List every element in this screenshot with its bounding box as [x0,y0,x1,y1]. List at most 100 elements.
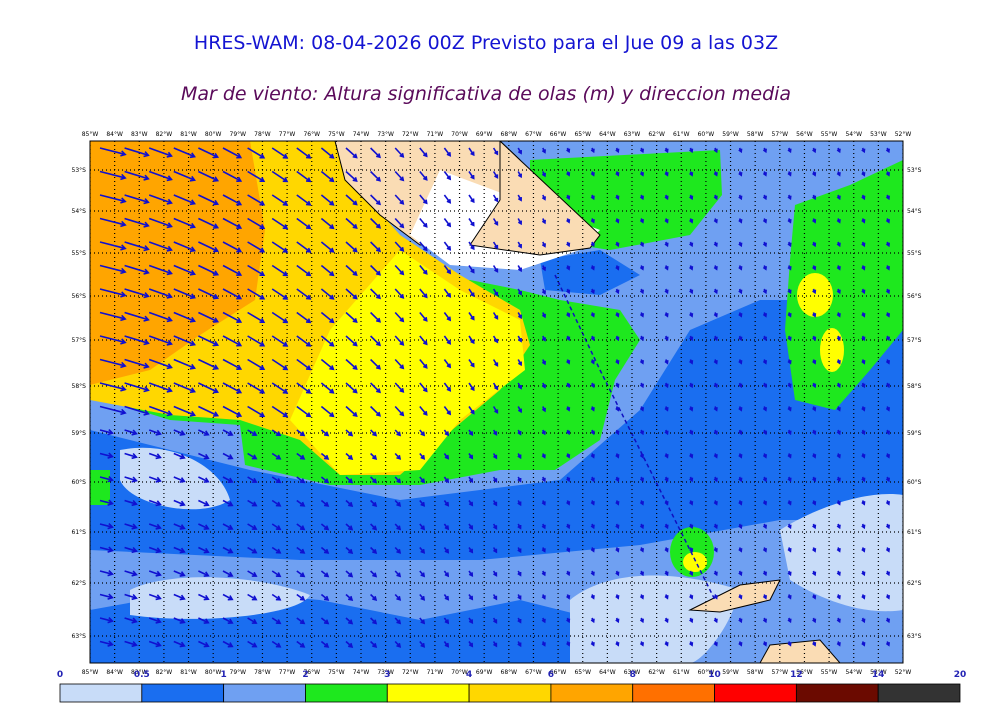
arrow-head [259,153,266,159]
arrow-head [236,411,243,418]
arrow-head [446,199,452,204]
wave-arrow [148,405,172,416]
arrow-head [107,617,114,624]
arrow-head [305,412,312,418]
arrow-head [590,454,595,459]
colorbar-label: 2 [302,670,308,680]
arrow-head [787,242,792,248]
arrow-head [836,289,841,295]
arrow-head [348,548,354,554]
wave-arrow [124,499,137,505]
arrow-head [375,176,381,182]
arrow-head [494,221,499,226]
arrow-head [420,619,426,625]
wave-arrow [222,358,242,370]
arrow-head [812,642,817,647]
arrow-head [399,152,405,158]
arrow-head [664,242,669,248]
arrow-head [494,174,499,179]
arrow-head [259,317,266,324]
wave-arrow [247,593,257,601]
wave-arrow [394,241,404,252]
arrow-head [590,313,595,318]
arrow-head [517,385,523,390]
arrow-head [420,642,426,648]
arrow-head [179,641,186,648]
arrow-head [713,383,718,389]
wave-arrow [296,405,311,417]
arrow-head [372,548,378,554]
arrow-head [762,219,767,224]
arrow-head [375,247,381,253]
arrow-head [420,454,426,460]
wave-arrow [247,217,265,229]
arrow-head [517,408,523,414]
arrow-head [639,548,644,553]
wave-arrow [124,264,149,274]
arrow-head [236,317,243,324]
arrow-head [517,524,522,530]
wave-arrow [345,382,358,394]
colorbar-label: 14 [872,670,885,680]
wave-arrow [345,405,358,417]
lat-label: 59°S [72,430,87,437]
lon-label: 79°W [230,131,247,138]
arrow-head [639,642,644,647]
arrow-head [664,548,669,553]
lat-label: 53°S [907,167,922,174]
arrow-head [396,501,402,507]
wave-arrow [222,217,242,229]
wave-arrow [99,217,126,226]
arrow-head [107,476,114,483]
arrow-head [189,269,196,276]
wave-arrow [394,194,404,205]
wave-arrow [124,640,137,646]
arrow-head [179,571,186,577]
arrow-head [213,317,220,323]
arrow-head [639,195,644,201]
arrow-head [885,266,890,271]
arrow-head [203,618,210,624]
arrow-head [251,430,258,436]
lon-label: 77°W [279,131,296,138]
arrow-head [664,454,669,459]
colorbar-label: 12 [790,670,803,680]
arrow-head [143,409,150,416]
arrow-head [275,595,282,601]
lon-label: 78°W [254,669,271,676]
arrow-head [689,548,694,553]
arrow-head [639,524,644,530]
arrow-head [639,313,644,318]
wave-arrow [443,382,451,392]
arrow-head [664,313,669,318]
arrow-head [446,316,452,322]
arrow-head [639,407,644,412]
arrow-head [323,595,330,601]
wave-arrow [99,358,126,367]
wave-arrow [271,499,281,507]
arrow-head [885,148,890,154]
wave-arrow [222,382,242,394]
arrow-head [836,407,841,412]
arrow-head [689,336,694,342]
arrow-head [444,431,450,437]
arrow-head [236,200,243,206]
arrow-head [399,246,405,252]
arrow-head [348,431,354,437]
arrow-head [541,290,546,295]
arrow-head [282,153,289,159]
arrow-head [446,222,452,228]
wave-arrow [247,570,257,577]
arrow-head [120,150,127,157]
arrow-head [251,501,258,507]
arrow-head [213,246,220,253]
wave-arrow [124,476,137,482]
arrows [99,147,890,648]
lat-label: 61°S [72,529,87,536]
wave-arrow [247,429,257,436]
arrow-head [689,454,694,459]
arrow-head [470,221,475,227]
arrow-head [787,595,792,600]
wave-arrow [320,264,334,276]
wave-arrow [124,523,137,529]
